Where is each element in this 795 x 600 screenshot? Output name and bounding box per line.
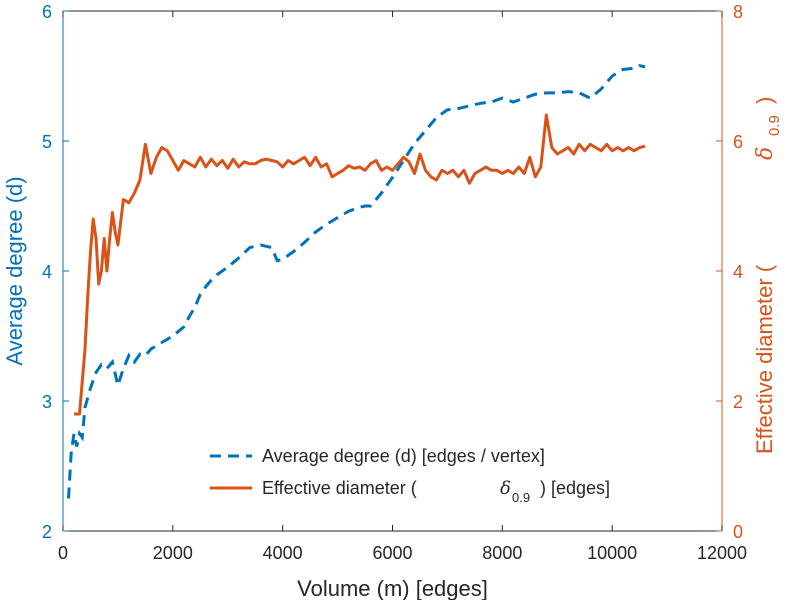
x-tick-label: 2000 <box>153 543 193 563</box>
series-average-degree-line <box>67 64 646 499</box>
legend: Average degree (d) [edges / vertex] Effe… <box>210 446 610 505</box>
x-tick-label: 4000 <box>263 543 303 563</box>
x-tick-label: 12000 <box>697 543 747 563</box>
legend-label-edges-suffix: ) [edges] <box>540 478 610 498</box>
right-y-axis-label-subscript: 0.9 <box>766 115 783 136</box>
right-y-axis-label-delta: δ <box>753 147 778 160</box>
legend-label-subscript: 0.9 <box>512 490 530 505</box>
x-axis-ticks: 0 2000 4000 6000 8000 10000 12000 <box>58 11 747 563</box>
series-layer <box>67 64 646 499</box>
left-y-tick-label: 5 <box>42 132 52 152</box>
left-y-tick-label: 3 <box>42 392 52 412</box>
x-tick-label: 0 <box>58 543 68 563</box>
right-y-tick-label: 0 <box>733 522 743 542</box>
right-y-tick-label: 4 <box>733 262 743 282</box>
left-y-tick-label: 2 <box>42 522 52 542</box>
right-y-tick-label: 8 <box>733 2 743 22</box>
right-y-tick-label: 6 <box>733 132 743 152</box>
x-axis-label: Volume (m) [edges] <box>297 576 488 600</box>
right-y-axis-label: Effective diameter ( δ 0.9 ) <box>752 97 783 454</box>
left-y-axis-label: Average degree (d) <box>2 176 27 365</box>
right-y-axis-ticks: 0 2 4 6 8 <box>716 2 743 542</box>
right-y-axis-label-text: Effective diameter ( <box>752 264 777 454</box>
x-tick-label: 8000 <box>482 543 522 563</box>
right-y-axis-label-close: ) <box>752 97 777 104</box>
legend-label-delta: δ <box>500 478 511 499</box>
series-effective-diameter-line <box>74 113 646 416</box>
legend-label-average-degree: Average degree (d) [edges / vertex] <box>262 446 545 466</box>
left-y-axis-ticks: 2 3 4 5 6 <box>42 2 69 542</box>
left-y-tick-label: 6 <box>42 2 52 22</box>
x-tick-label: 6000 <box>372 543 412 563</box>
legend-label-effective-diameter: Effective diameter ( <box>262 478 417 498</box>
x-tick-label: 10000 <box>587 543 637 563</box>
right-y-tick-label: 2 <box>733 392 743 412</box>
left-y-tick-label: 4 <box>42 262 52 282</box>
